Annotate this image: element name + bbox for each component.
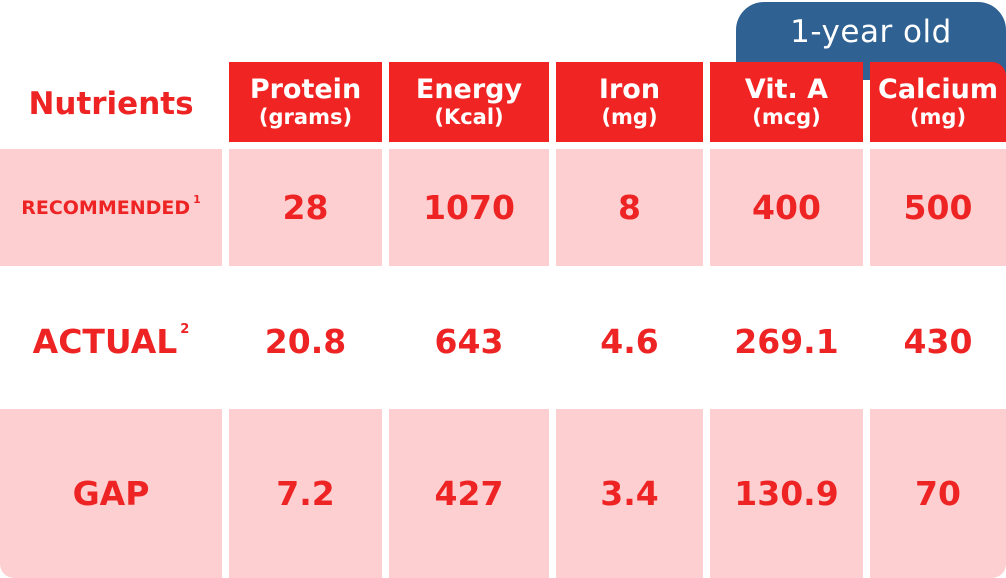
row-label-text: ACTUAL bbox=[32, 321, 178, 361]
column-header-name: Iron bbox=[598, 74, 661, 105]
footnote-marker: 1 bbox=[193, 193, 201, 206]
column-header-unit: (grams) bbox=[258, 105, 353, 129]
table-cell-gap-vit-a: 130.9 bbox=[710, 409, 863, 578]
row-label-gap: GAP bbox=[0, 409, 222, 578]
column-header-protein: Protein (grams) bbox=[229, 62, 382, 142]
column-header-unit: (mg) bbox=[601, 105, 658, 129]
table-cell-gap-calcium: 70 bbox=[870, 409, 1006, 578]
table-cell-gap-iron: 3.4 bbox=[556, 409, 703, 578]
column-header-calcium: Calcium (mg) bbox=[870, 62, 1006, 142]
row-label-text: RECOMMENDED bbox=[21, 196, 191, 219]
table-cell-actual-calcium: 430 bbox=[903, 321, 973, 361]
footnote-marker: 2 bbox=[180, 321, 190, 337]
table-cell-recommended-calcium: 500 bbox=[870, 149, 1006, 266]
table-cell-recommended-protein: 28 bbox=[229, 149, 382, 266]
column-header-unit: (mcg) bbox=[752, 105, 821, 129]
table-cell-gap-protein: 7.2 bbox=[229, 409, 382, 578]
column-header-name: Protein bbox=[249, 74, 362, 105]
table-cell-actual-iron: 4.6 bbox=[600, 321, 659, 361]
column-header-name: Vit. A bbox=[744, 74, 829, 105]
row-label-text: GAP bbox=[72, 474, 150, 513]
row-label-actual: ACTUAL 2 bbox=[0, 276, 222, 406]
table-cell-recommended-iron: 8 bbox=[556, 149, 703, 266]
column-header-energy: Energy (Kcal) bbox=[389, 62, 549, 142]
table-cell-actual-energy: 643 bbox=[434, 321, 504, 361]
table-cell-recommended-energy: 1070 bbox=[389, 149, 549, 266]
column-header-name: Energy bbox=[415, 74, 523, 105]
column-header-vit-a: Vit. A (mcg) bbox=[710, 62, 863, 142]
table-cell-recommended-vit-a: 400 bbox=[710, 149, 863, 266]
nutrients-header: Nutrients bbox=[28, 86, 194, 122]
column-header-unit: (Kcal) bbox=[434, 105, 504, 129]
column-header-name: Calcium bbox=[878, 74, 998, 105]
column-header-unit: (mg) bbox=[909, 105, 967, 129]
row-label-recommended: RECOMMENDED 1 bbox=[0, 149, 222, 266]
table-cell-gap-energy: 427 bbox=[389, 409, 549, 578]
table-cell-actual-vit-a: 269.1 bbox=[734, 321, 839, 361]
column-header-iron: Iron (mg) bbox=[556, 62, 703, 142]
table-cell-actual-protein: 20.8 bbox=[264, 321, 347, 361]
